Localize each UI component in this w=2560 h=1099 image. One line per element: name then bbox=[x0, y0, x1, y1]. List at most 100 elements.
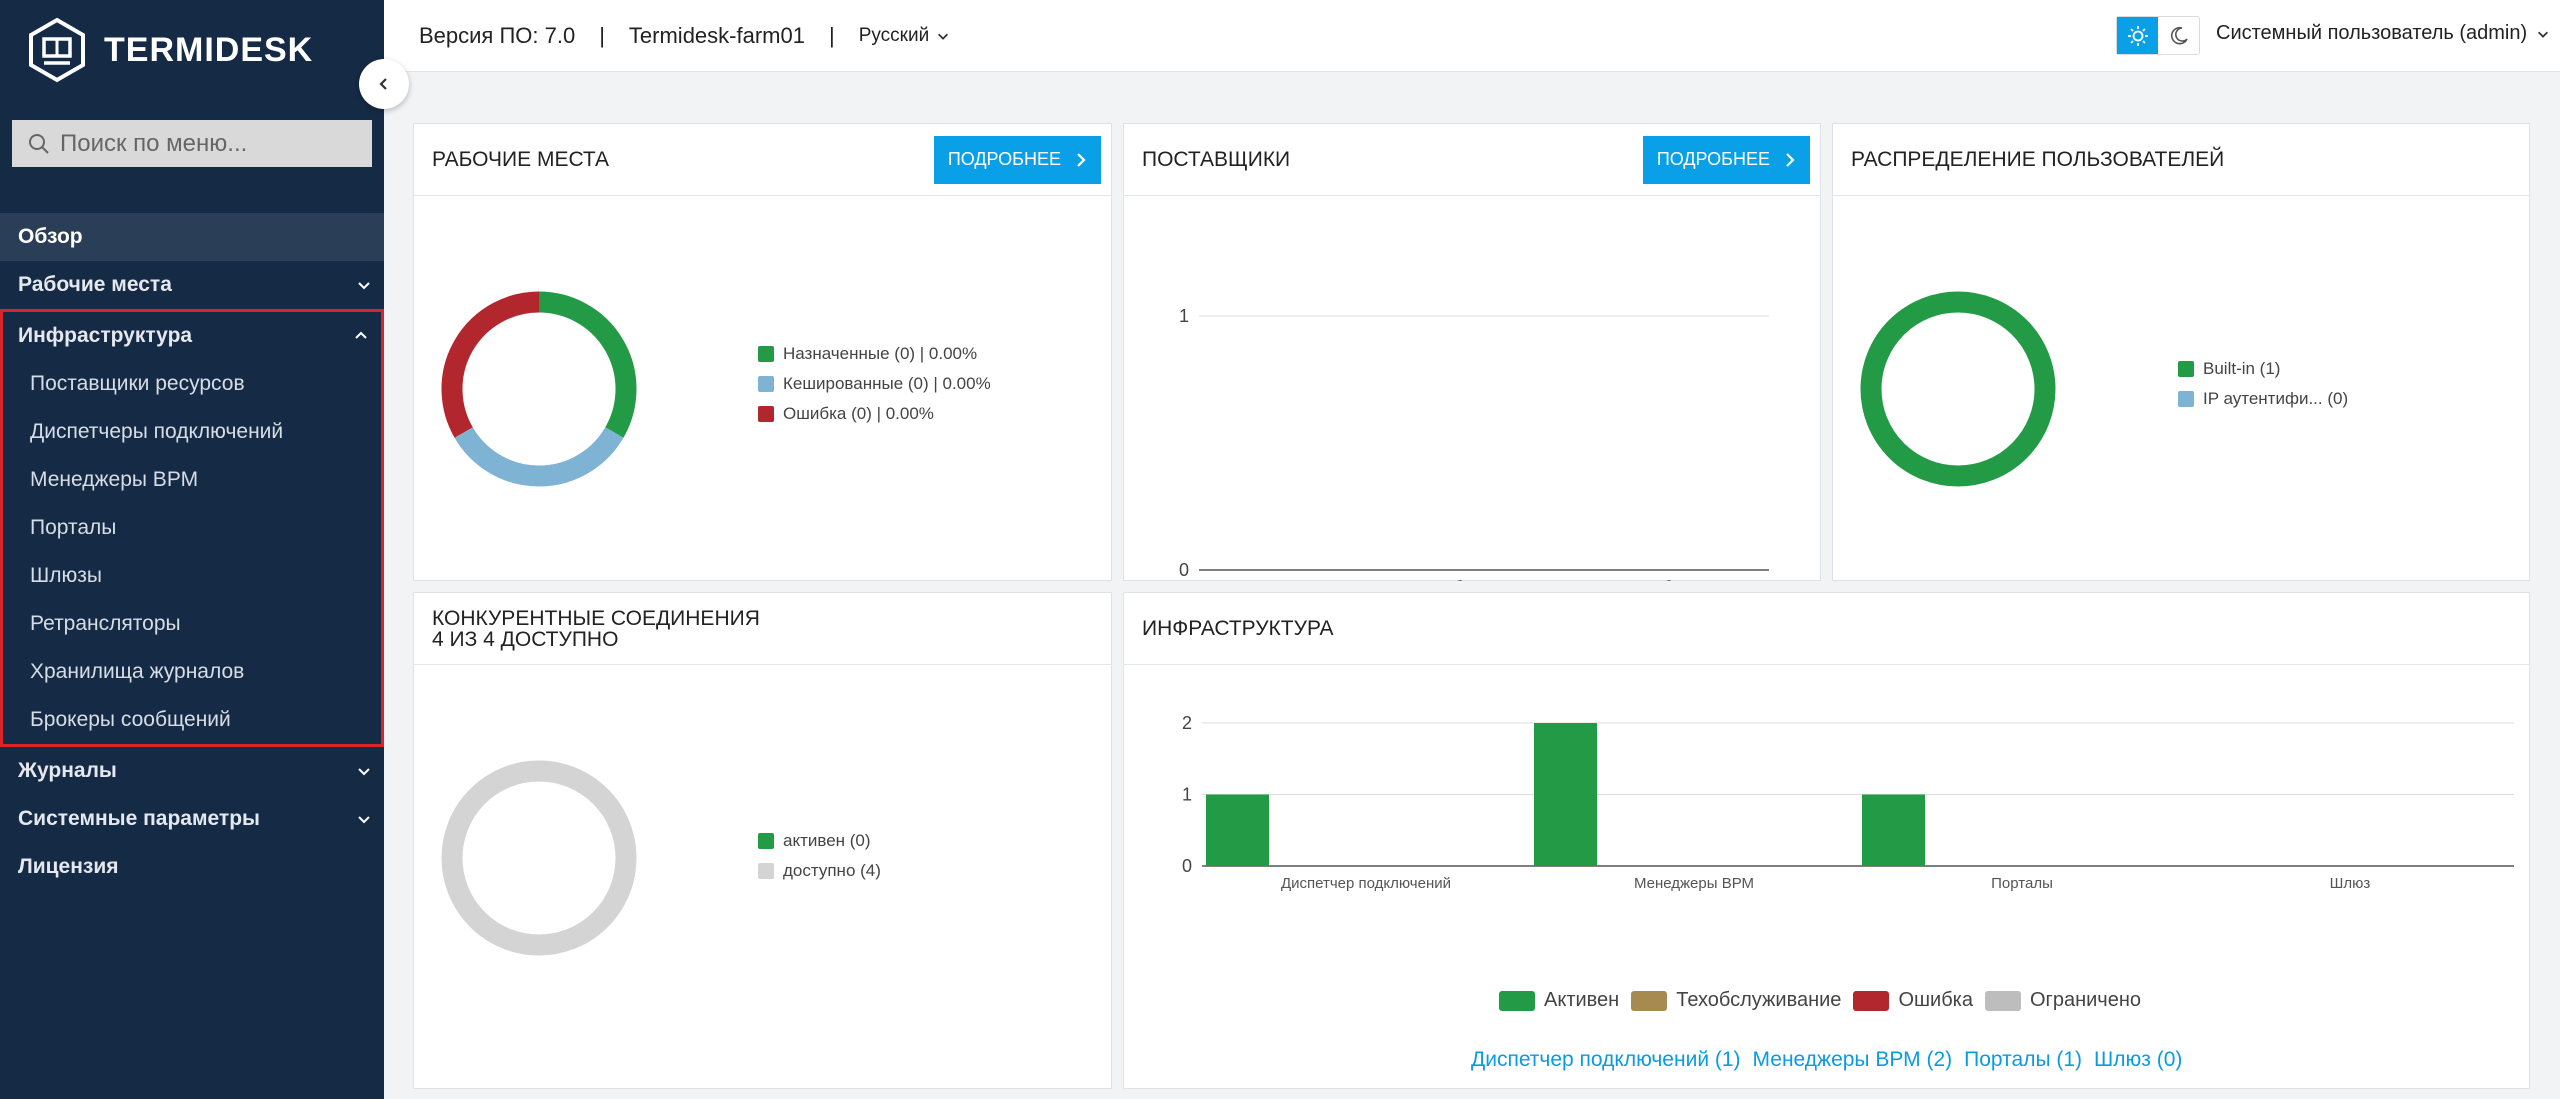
donut-slice-кешированные[interactable] bbox=[454, 427, 624, 487]
connections-donut-chart bbox=[441, 760, 637, 956]
sidebar-subitem-connection-dispatchers[interactable]: Диспетчеры подключений bbox=[30, 420, 284, 443]
infrastructure-bar-chart: 0 1 2 Диспетчер подключений Менеджеры ВРМ Пор… bbox=[1182, 713, 2514, 892]
legend-item[interactable]: Активен bbox=[1499, 989, 1619, 1012]
card-header: ИНФРАСТРУКТУРА bbox=[1124, 593, 2529, 665]
legend-label: доступно (4) bbox=[783, 861, 881, 880]
chevron-down-icon bbox=[938, 33, 949, 40]
legend-item[interactable]: активен (0) bbox=[758, 826, 881, 856]
y-tick-label: 1 bbox=[1182, 785, 1192, 805]
sidebar-collapse-button[interactable] bbox=[359, 59, 409, 109]
sidebar-item-infrastructure[interactable]: Инфраструктура bbox=[3, 312, 381, 360]
software-version: Версия ПО: 7.0 bbox=[419, 22, 576, 48]
farm-name: Termidesk-farm01 bbox=[628, 22, 805, 48]
sidebar-item-workplaces[interactable]: Рабочие места bbox=[0, 261, 384, 309]
legend-item[interactable]: Ошибка (0) | 0.00% bbox=[758, 399, 991, 429]
sidebar-nav: Обзор Рабочие места Инфраструктура Поста… bbox=[0, 213, 384, 891]
card-header: РАСПРЕДЕЛЕНИЕ ПОЛЬЗОВАТЕЛЕЙ bbox=[1833, 124, 2529, 196]
sidebar-subitem-portals[interactable]: Порталы bbox=[30, 516, 117, 539]
sidebar-item-label: Системные параметры bbox=[18, 807, 260, 830]
chevron-down-icon bbox=[358, 768, 370, 776]
sidebar-item-license[interactable]: Лицензия bbox=[0, 843, 384, 891]
user-menu[interactable]: Системный пользователь (admin) bbox=[2216, 22, 2550, 45]
workplaces-more-button[interactable]: ПОДРОБНЕЕ bbox=[933, 135, 1101, 184]
x-tick-label: Шлюз bbox=[2330, 875, 2371, 892]
legend-item[interactable]: Ошибка bbox=[1853, 989, 1973, 1012]
link-vrm-managers[interactable]: Менеджеры ВРМ (2) bbox=[1752, 1048, 1953, 1071]
search-input[interactable] bbox=[60, 129, 360, 158]
card-title-line: КОНКУРЕНТНЫЕ СОЕДИНЕНИЯ bbox=[432, 606, 760, 630]
sidebar-item-label: Обзор bbox=[18, 225, 83, 248]
bar[interactable] bbox=[1862, 794, 1925, 867]
sidebar: TERMIDESK Обзор Рабочие места Инфраструк… bbox=[0, 0, 384, 1099]
y-tick-label: 2 bbox=[1182, 713, 1192, 733]
legend-item[interactable]: Built-in (1) bbox=[2178, 354, 2348, 384]
sidebar-subitem-log-storages[interactable]: Хранилища журналов bbox=[30, 660, 245, 683]
theme-toggle bbox=[2116, 16, 2200, 55]
chevron-down-icon bbox=[358, 816, 370, 824]
y-tick-label: 1 bbox=[1179, 306, 1189, 326]
providers-more-button[interactable]: ПОДРОБНЕЕ bbox=[1642, 135, 1810, 184]
x-tick-label: Менеджеры ВРМ bbox=[1634, 875, 1754, 892]
x-tick-label: Техобслуживание bbox=[1422, 578, 1546, 581]
bar[interactable] bbox=[1534, 723, 1597, 866]
donut-slice-ошибка[interactable] bbox=[441, 291, 540, 438]
sidebar-subitem-vrm-managers[interactable]: Менеджеры ВРМ bbox=[30, 468, 199, 491]
y-tick-label: 0 bbox=[1179, 560, 1189, 580]
link-gateway[interactable]: Шлюз (0) bbox=[2094, 1048, 2183, 1071]
chevron-down-icon bbox=[358, 282, 370, 290]
chevron-up-icon bbox=[355, 331, 367, 339]
y-tick-label: 0 bbox=[1182, 856, 1192, 876]
link-portals[interactable]: Порталы (1) bbox=[1964, 1048, 2083, 1071]
legend-item[interactable]: Назначенные (0) | 0.00% bbox=[758, 339, 991, 369]
legend-item[interactable]: Кешированные (0) | 0.00% bbox=[758, 369, 991, 399]
workplaces-card: РАБОЧИЕ МЕСТА ПОДРОБНЕЕ Назначенные (0) … bbox=[413, 123, 1112, 581]
legend-label: Ошибка (0) | 0.00% bbox=[783, 404, 934, 423]
donut-slice-built-in[interactable] bbox=[1860, 291, 2056, 487]
logo[interactable]: TERMIDESK bbox=[28, 17, 313, 83]
sun-icon bbox=[2127, 25, 2148, 46]
sidebar-item-label: Лицензия bbox=[18, 855, 119, 878]
light-theme-button[interactable] bbox=[2117, 17, 2158, 54]
legend-item[interactable]: доступно (4) bbox=[758, 856, 881, 886]
legend-label: Built-in (1) bbox=[2203, 359, 2281, 378]
language-select[interactable]: Русский bbox=[859, 25, 951, 47]
bar[interactable] bbox=[1206, 794, 1269, 867]
chevron-left-icon bbox=[379, 78, 387, 90]
card-title: ПОСТАВЩИКИ bbox=[1142, 147, 1291, 171]
legend-swatch bbox=[2178, 391, 2194, 407]
legend-item[interactable]: Ограничено bbox=[1984, 989, 2141, 1012]
link-connection-dispatcher[interactable]: Диспетчер подключений (1) bbox=[1471, 1048, 1741, 1071]
legend-label: Назначенные (0) | 0.00% bbox=[783, 344, 978, 363]
sidebar-item-system-settings[interactable]: Системные параметры bbox=[0, 795, 384, 843]
sidebar-item-overview[interactable]: Обзор bbox=[0, 213, 384, 261]
donut-slice-назначенные[interactable] bbox=[538, 291, 637, 438]
legend-swatch bbox=[1631, 990, 1668, 1011]
chevron-right-icon bbox=[1077, 152, 1086, 167]
x-tick-label: Диспетчер подключений bbox=[1281, 875, 1451, 892]
legend-swatch bbox=[1499, 990, 1535, 1011]
card-header: КОНКУРЕНТНЫЕ СОЕДИНЕНИЯ 4 ИЗ 4 ДОСТУПНО bbox=[414, 593, 1111, 665]
sidebar-subitem-message-brokers[interactable]: Брокеры сообщений bbox=[30, 708, 231, 731]
legend-swatch bbox=[1984, 990, 2021, 1011]
connections-legend: активен (0) доступно (4) bbox=[758, 826, 881, 886]
legend-swatch bbox=[758, 406, 774, 422]
header-separator: | bbox=[599, 22, 605, 48]
x-tick-label: Активные bbox=[1260, 578, 1327, 581]
chevron-down-icon bbox=[2538, 31, 2549, 38]
legend-swatch bbox=[758, 376, 774, 392]
card-title: РАБОЧИЕ МЕСТА bbox=[432, 147, 610, 171]
sidebar-subitem-resource-providers[interactable]: Поставщики ресурсов bbox=[30, 372, 245, 395]
legend-swatch bbox=[758, 833, 774, 849]
donut-slice-доступно[interactable] bbox=[441, 760, 637, 956]
legend-label: Активен bbox=[1544, 989, 1620, 1011]
legend-item[interactable]: IP аутентифи... (0) bbox=[2178, 384, 2348, 414]
sidebar-subitem-gateways[interactable]: Шлюзы bbox=[30, 564, 102, 587]
logo-text: TERMIDESK bbox=[104, 30, 314, 69]
dark-theme-button[interactable] bbox=[2158, 17, 2199, 54]
card-header: РАБОЧИЕ МЕСТА ПОДРОБНЕЕ bbox=[414, 124, 1111, 196]
sidebar-item-journals[interactable]: Журналы bbox=[0, 747, 384, 795]
workplaces-donut-chart bbox=[441, 291, 637, 487]
users-legend: Built-in (1) IP аутентифи... (0) bbox=[2178, 354, 2348, 414]
legend-item[interactable]: Техобслуживание bbox=[1631, 989, 1841, 1012]
sidebar-subitem-relays[interactable]: Ретрансляторы bbox=[30, 612, 181, 635]
